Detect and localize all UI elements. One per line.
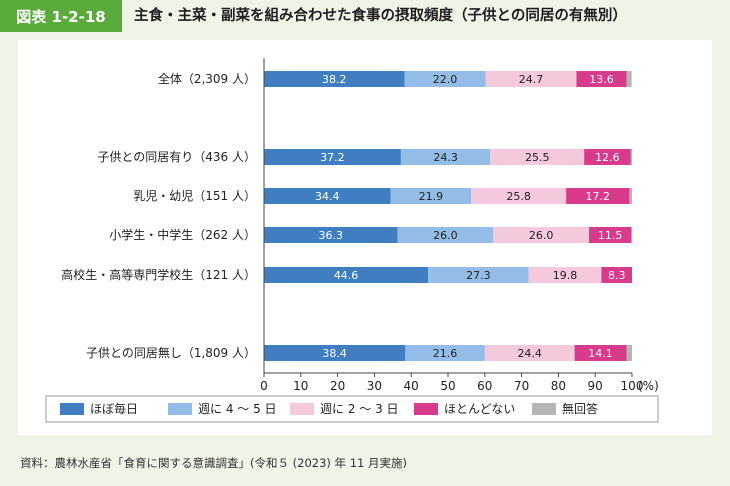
category-label: 子供との同居有り（436 人） [97,150,256,164]
bar-segment [264,149,401,165]
data-label: 21.6 [433,347,458,360]
bar-segment [428,267,529,283]
legend-swatch [532,403,556,415]
data-label: 27.3 [466,269,491,282]
legend-label: 週に 2 〜 3 日 [320,402,399,416]
bar-segment [484,345,575,361]
legend-swatch [60,403,84,415]
bar-segment [630,149,632,165]
legend-swatch [290,403,314,415]
source-note: 資料：農林水産省「食育に関する意識調査」(令和５ (2023) 年 11 月実施… [20,456,407,470]
category-label: 乳児・幼児（151 人） [133,189,256,203]
data-label: 24.4 [517,347,542,360]
bar-segment [631,227,632,243]
x-tick-label: 10 [293,379,308,393]
bar-segment [566,188,630,204]
bar-segment [629,188,632,204]
bar-segment [264,227,398,243]
data-label: 25.8 [506,190,531,203]
data-label: 34.4 [315,190,340,203]
legend-label: ほぼ毎日 [90,401,138,416]
data-label: 14.1 [588,347,613,360]
category-label: 高校生・高等専門学校生（121 人） [61,267,256,282]
bar-segment [471,188,567,204]
legend-label: ほとんどない [444,402,515,416]
bar-segment [626,345,632,361]
data-label: 26.0 [529,229,554,242]
category-label: 子供との同居無し（1,809 人） [86,345,256,360]
x-tick-label: 80 [551,379,566,393]
bar-segment [584,149,631,165]
bar-segment [601,267,632,283]
x-tick-label: 50 [440,379,455,393]
data-label: 21.9 [419,190,444,203]
bar-segment [404,71,486,87]
bar-segment [264,267,429,283]
x-tick-label: 70 [514,379,529,393]
data-label: 8.3 [608,269,626,282]
bar-segment [264,71,405,87]
data-label: 26.0 [433,229,458,242]
bar-segment [588,227,632,243]
data-label: 24.3 [433,151,458,164]
chart-panel: 全体（2,309 人） 子供との同居有り（436 人） 乳児・幼児（151 人） 小学… [18,40,712,435]
x-axis-unit: (%) [638,379,659,393]
bar-segment [485,71,577,87]
data-label: 17.2 [586,190,611,203]
x-tick-label: 0 [260,379,268,393]
data-label: 38.4 [322,347,347,360]
bar-segment [397,227,494,243]
data-label: 12.6 [595,151,620,164]
data-label: 37.2 [320,151,345,164]
legend-label: 無回答 [562,401,598,416]
data-label: 24.7 [519,73,544,86]
data-label: 19.8 [553,269,578,282]
bar-segment [400,149,491,165]
bar-segment [528,267,602,283]
legend-label: 週に 4 〜 5 日 [198,402,277,416]
header: 図表 1-2-18 主食・主菜・副菜を組み合わせた食事の摂取頻度（子供との同居の… [0,0,730,32]
chart-title: 主食・主菜・副菜を組み合わせた食事の摂取頻度（子供との同居の有無別） [134,8,627,24]
data-label: 22.0 [433,73,458,86]
x-tick-label: 40 [404,379,419,393]
bar-segment [493,227,589,243]
data-label: 38.2 [322,73,347,86]
bar-segment [490,149,585,165]
data-label: 36.3 [319,229,344,242]
bar-segment [264,345,406,361]
data-label: 44.6 [334,269,359,282]
bar-segment [626,71,632,87]
legend-swatch [414,403,438,415]
data-label: 25.5 [525,151,550,164]
bar-segment [574,345,627,361]
stacked-bar-chart: 全体（2,309 人） 子供との同居有り（436 人） 乳児・幼児（151 人） 小学… [45,58,659,423]
bar-segment [264,188,391,204]
bar-segment [405,345,485,361]
category-label: 小学生・中学生（262 人） [109,227,256,242]
x-tick-label: 100 [621,379,644,393]
category-label: 全体（2,309 人） [158,71,256,86]
bar-segment [576,71,627,87]
figure-number-badge: 図表 1-2-18 [0,0,122,32]
x-tick-label: 60 [477,379,492,393]
legend-swatch [168,403,192,415]
x-tick-label: 90 [588,379,603,393]
x-tick-label: 20 [330,379,345,393]
bar-segment [390,188,472,204]
x-tick-label: 30 [367,379,382,393]
data-label: 13.6 [589,73,614,86]
data-label: 11.5 [598,229,623,242]
